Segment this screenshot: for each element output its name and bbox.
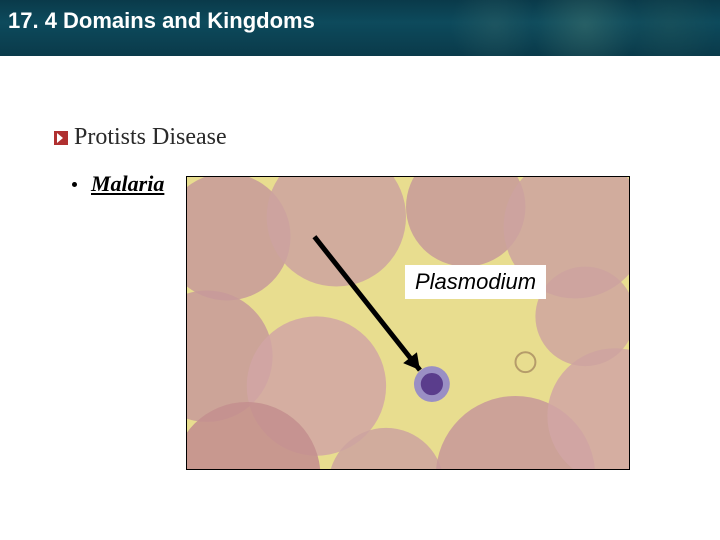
bullet-icon: [54, 131, 68, 145]
bullet-row: Protists Disease: [54, 124, 666, 151]
figure: Plasmodium: [186, 176, 630, 470]
subbullet-label: Malaria: [91, 171, 164, 197]
header-title: 17. 4 Domains and Kingdoms: [8, 8, 315, 34]
micrograph-svg: [187, 177, 629, 470]
section-title: Protists Disease: [74, 124, 227, 151]
figure-caption: Plasmodium: [405, 265, 546, 299]
slide-header: 17. 4 Domains and Kingdoms: [0, 0, 720, 56]
subbullet-dot-icon: [72, 182, 77, 187]
bullet-arrow-icon: [57, 133, 63, 143]
header-texture: [440, 0, 720, 56]
